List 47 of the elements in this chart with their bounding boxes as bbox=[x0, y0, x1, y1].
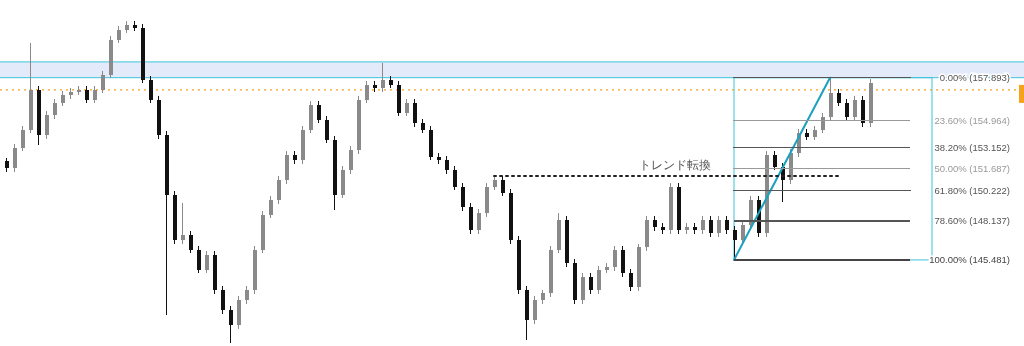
candlestick bbox=[500, 175, 505, 197]
candlestick bbox=[716, 215, 721, 238]
candlestick bbox=[612, 245, 617, 272]
candlestick bbox=[324, 115, 329, 144]
candlestick bbox=[348, 145, 353, 175]
candlestick bbox=[476, 208, 481, 235]
text: 38.20% (153.152) bbox=[934, 141, 1010, 153]
candlestick bbox=[620, 245, 625, 278]
annotation: トレンド転換 bbox=[639, 157, 711, 172]
candlestick bbox=[196, 245, 201, 274]
candlestick bbox=[20, 125, 25, 152]
candlestick bbox=[228, 305, 233, 344]
candlestick bbox=[316, 100, 321, 124]
candlestick bbox=[532, 295, 537, 325]
candlestick bbox=[100, 70, 105, 94]
candlestick bbox=[628, 268, 633, 292]
candlestick bbox=[588, 272, 593, 295]
candlestick bbox=[708, 215, 713, 238]
candlestick bbox=[204, 250, 209, 274]
candlestick bbox=[468, 202, 473, 235]
candlestick bbox=[12, 143, 17, 173]
candlestick bbox=[276, 175, 281, 205]
text: 50.00% (151.687) bbox=[934, 163, 1010, 175]
candlestick bbox=[44, 110, 49, 140]
candlestick bbox=[844, 98, 849, 121]
text: 100.00% (145.481) bbox=[929, 254, 1010, 266]
candlestick bbox=[580, 272, 585, 305]
candlestick bbox=[380, 62, 385, 93]
candlestick bbox=[860, 95, 865, 128]
candlestick bbox=[596, 265, 601, 295]
text: 78.60% (148.137) bbox=[934, 215, 1010, 227]
candlestick bbox=[452, 165, 457, 191]
candlestick bbox=[852, 95, 857, 121]
candlestick bbox=[412, 98, 417, 128]
candlestick bbox=[220, 285, 225, 315]
candlestick bbox=[772, 150, 777, 171]
candlestick bbox=[364, 80, 369, 104]
candlestick bbox=[148, 75, 153, 104]
text: 23.60% (154.964) bbox=[934, 115, 1010, 127]
candlestick bbox=[188, 230, 193, 254]
candlestick bbox=[52, 98, 57, 120]
candlestick bbox=[740, 220, 745, 244]
candlestick bbox=[268, 195, 273, 219]
candlestick bbox=[460, 182, 465, 212]
candlestick bbox=[820, 112, 825, 134]
text: 61.80% (150.222) bbox=[934, 184, 1010, 196]
candlestick bbox=[180, 202, 185, 244]
